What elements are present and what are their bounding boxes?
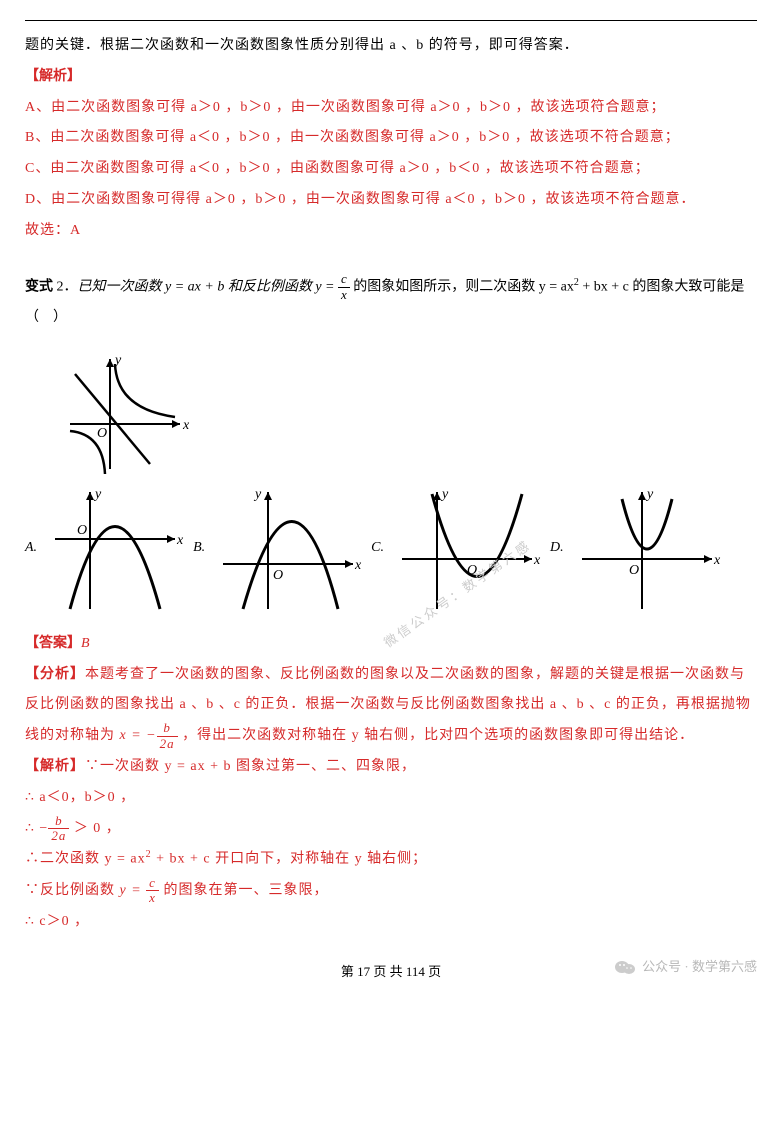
given-graph: x y O bbox=[55, 349, 757, 479]
opt-c-graph: x y O bbox=[392, 484, 542, 614]
fenxi-block: 【分析】本题考查了一次函数的图象、反比例函数的图象以及二次函数的图象，解题的关键… bbox=[25, 660, 757, 752]
svg-text:x: x bbox=[176, 533, 184, 548]
jiexi2-l3: ∴ −b2a ＞ 0 ， bbox=[25, 814, 757, 845]
svg-text:O: O bbox=[77, 523, 87, 538]
svg-text:O: O bbox=[629, 563, 639, 578]
option-b: B、由二次函数图象可得 a＜0 ，b＞0 ，由一次函数图象可得 a＞0 ，b＞0… bbox=[25, 123, 757, 154]
option-c: C、由二次函数图象可得 a＜0 ，b＞0 ，由函数图象可得 a＞0 ，b＜0 ，… bbox=[25, 154, 757, 185]
opt-d-label: D. bbox=[550, 533, 564, 564]
svg-text:O: O bbox=[273, 568, 283, 583]
opt-a-graph: x y O bbox=[45, 484, 185, 614]
option-a: A、由二次函数图象可得 a＞0 ，b＞0 ，由一次函数图象可得 a＞0 ，b＞0… bbox=[25, 93, 757, 124]
options-row: A. x y O B. x y O C. x bbox=[25, 484, 757, 614]
jiexi2-l5: ∵反比例函数 y = cx 的图象在第一、三象限， bbox=[25, 876, 757, 907]
svg-text:y: y bbox=[93, 487, 102, 502]
svg-text:y: y bbox=[253, 487, 262, 502]
svg-text:O: O bbox=[97, 426, 107, 441]
svg-text:y: y bbox=[440, 487, 449, 502]
opt-b-graph: x y O bbox=[213, 484, 363, 614]
answer-line: 【答案】B bbox=[25, 629, 757, 660]
jiexi-label: 【解析】 bbox=[25, 62, 757, 93]
svg-text:x: x bbox=[354, 558, 362, 573]
svg-text:x: x bbox=[533, 553, 541, 568]
svg-text:x: x bbox=[713, 553, 721, 568]
opt-d-graph: x y O bbox=[572, 484, 722, 614]
watermark: 公众号 · 数学第六感 bbox=[614, 953, 757, 982]
jiexi2-l2: ∴ a＜0，b＞0 ， bbox=[25, 783, 757, 814]
opt-a-label: A. bbox=[25, 533, 37, 564]
svg-text:x: x bbox=[182, 418, 190, 433]
top-divider bbox=[25, 20, 757, 21]
opt-c-label: C. bbox=[371, 533, 384, 564]
opt-b-label: B. bbox=[193, 533, 205, 564]
svg-text:y: y bbox=[645, 487, 654, 502]
option-d: D、由二次函数图象可得得 a＞0 ，b＞0 ，由一次函数图象可得 a＜0 ，b＞… bbox=[25, 185, 757, 216]
jiexi2-l4: ∴二次函数 y = ax2 + bx + c 开口向下，对称轴在 y 轴右侧； bbox=[25, 844, 757, 875]
answer-pick: 故选：A bbox=[25, 216, 757, 247]
jiexi2-l1: 【解析】∵一次函数 y = ax + b 图象过第一、二、四象限， bbox=[25, 752, 757, 783]
variant-question: 变式 2．已知一次函数 y = ax + b 和反比例函数 y = cx 的图象… bbox=[25, 272, 757, 334]
intro-line: 题的关键．根据二次函数和一次函数图象性质分别得出 a 、b 的符号，即可得答案． bbox=[25, 31, 757, 62]
jiexi2-l6: ∴ c＞0 ， bbox=[25, 907, 757, 938]
